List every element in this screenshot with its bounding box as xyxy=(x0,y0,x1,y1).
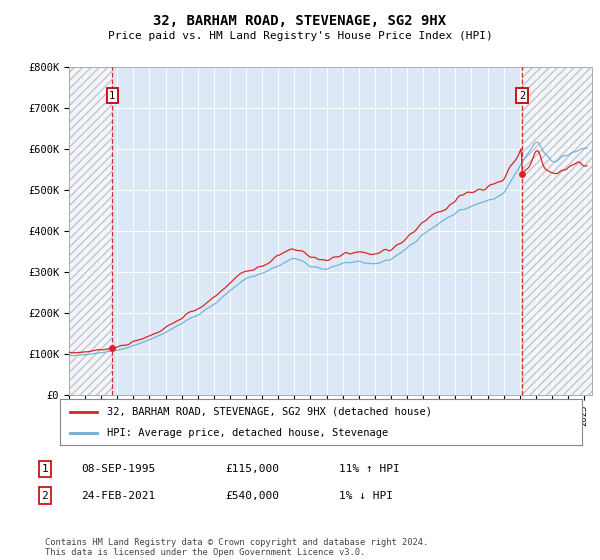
Text: Contains HM Land Registry data © Crown copyright and database right 2024.
This d: Contains HM Land Registry data © Crown c… xyxy=(45,538,428,557)
Text: 11% ↑ HPI: 11% ↑ HPI xyxy=(339,464,400,474)
Text: 1: 1 xyxy=(41,464,49,474)
Text: 32, BARHAM ROAD, STEVENAGE, SG2 9HX (detached house): 32, BARHAM ROAD, STEVENAGE, SG2 9HX (det… xyxy=(107,407,432,417)
Text: 24-FEB-2021: 24-FEB-2021 xyxy=(81,491,155,501)
Text: 2: 2 xyxy=(41,491,49,501)
Text: HPI: Average price, detached house, Stevenage: HPI: Average price, detached house, Stev… xyxy=(107,428,388,438)
Bar xyxy=(522,67,592,395)
Text: Price paid vs. HM Land Registry's House Price Index (HPI): Price paid vs. HM Land Registry's House … xyxy=(107,31,493,41)
Text: £540,000: £540,000 xyxy=(225,491,279,501)
Text: 08-SEP-1995: 08-SEP-1995 xyxy=(81,464,155,474)
Text: 1% ↓ HPI: 1% ↓ HPI xyxy=(339,491,393,501)
Text: 2: 2 xyxy=(519,91,525,101)
Text: £115,000: £115,000 xyxy=(225,464,279,474)
Text: 1: 1 xyxy=(109,91,115,101)
Bar xyxy=(69,67,112,395)
Text: 32, BARHAM ROAD, STEVENAGE, SG2 9HX: 32, BARHAM ROAD, STEVENAGE, SG2 9HX xyxy=(154,14,446,28)
